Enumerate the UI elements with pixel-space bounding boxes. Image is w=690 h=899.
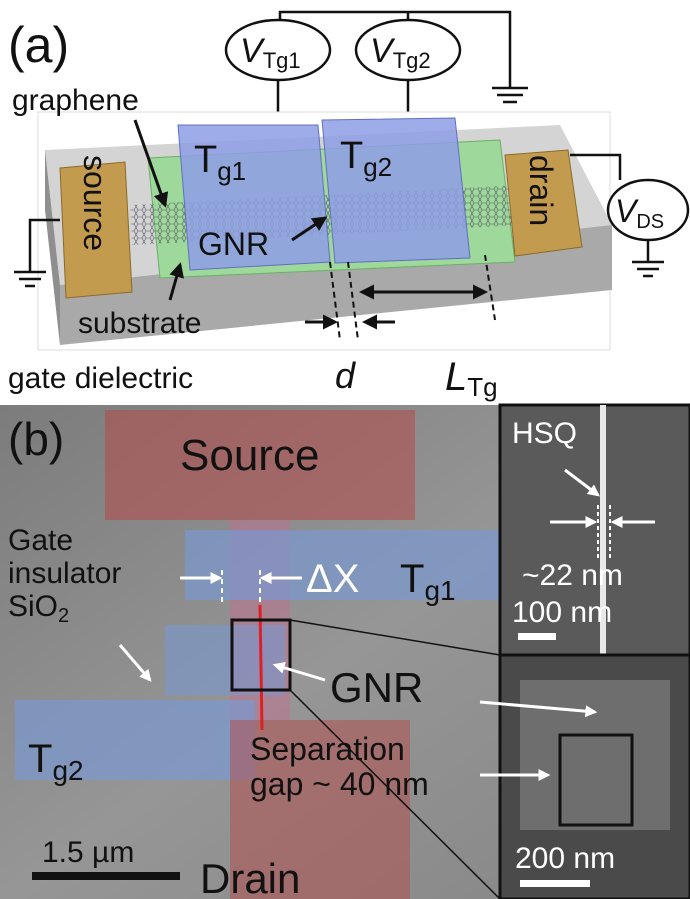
gnr-label: GNR <box>198 226 269 262</box>
panel-b: (b) Source Gate insulator SiO2 Tg1 Tg2 Δ… <box>0 405 690 899</box>
substrate-label: substrate <box>78 307 201 340</box>
separation-label: gap ~ 40 nm <box>250 766 429 802</box>
symbol: T <box>28 737 52 781</box>
width-label: ~22 nm <box>522 559 623 592</box>
gate-region <box>165 625 285 695</box>
figure: (a) VTg1 VTg2 Tg1 Tg2 source drain VDS g… <box>0 0 690 899</box>
subscript: DS <box>636 211 664 233</box>
scale-bar-label: 200 nm <box>515 842 615 875</box>
scale-bar <box>520 880 590 887</box>
gnr-line <box>260 605 262 730</box>
subscript: Tg1 <box>263 48 301 73</box>
panel-label: (b) <box>8 413 64 465</box>
ground <box>632 240 664 276</box>
drain-label: drain <box>523 155 559 226</box>
ground <box>492 88 528 102</box>
gnr-label: GNR <box>330 664 423 711</box>
panel-label: (a) <box>8 17 69 73</box>
drain-label: Drain <box>200 855 300 899</box>
gate-insulator-label: insulator <box>8 557 121 590</box>
gate-length-label: LTg <box>445 355 498 402</box>
scale-bar <box>32 872 180 880</box>
subscript: Tg <box>467 372 497 402</box>
subscript: g1 <box>217 156 246 186</box>
symbol: T <box>340 135 363 177</box>
delta-x-label: ΔX <box>306 557 359 601</box>
subscript: g1 <box>424 575 455 606</box>
hsq-label: HSQ <box>512 417 577 450</box>
gate-dielectric-label: gate dielectric <box>8 362 193 395</box>
d-label: d <box>335 355 356 396</box>
subscript: g2 <box>363 152 392 182</box>
gate-insulator-label: Gate <box>8 524 73 557</box>
source-label: source <box>77 155 113 251</box>
device-image <box>520 680 670 830</box>
source-label: Source <box>180 431 319 480</box>
subscript: Tg2 <box>393 48 431 73</box>
subscript: g2 <box>52 755 83 786</box>
scale-bar-label: 1.5 µm <box>42 836 134 869</box>
separation-label: Separation <box>250 731 405 767</box>
symbol: SiO <box>8 590 58 623</box>
symbol: T <box>194 139 217 181</box>
symbol: T <box>400 557 424 601</box>
subscript: 2 <box>58 605 69 627</box>
scale-bar <box>518 633 556 640</box>
symbol: L <box>445 355 467 399</box>
scale-bar-label: 100 nm <box>512 596 612 629</box>
panel-a: (a) VTg1 VTg2 Tg1 Tg2 source drain VDS g… <box>8 12 688 402</box>
graphene-label: graphene <box>12 84 139 117</box>
